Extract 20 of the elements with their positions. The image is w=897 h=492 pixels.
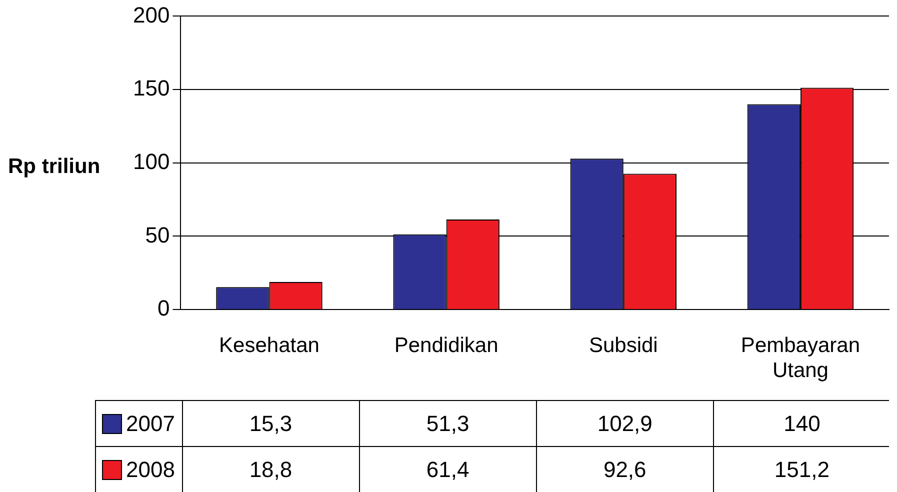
data-label: 151,2 bbox=[712, 447, 890, 492]
x-tick-label: Pembayaran Utang bbox=[740, 334, 860, 382]
data-label: 92,6 bbox=[536, 447, 713, 492]
data-label: 140 bbox=[712, 401, 890, 447]
x-tick-label: Pendidikan bbox=[394, 334, 498, 357]
y-tick-label: 50 bbox=[145, 222, 170, 248]
data-label: 61,4 bbox=[358, 447, 536, 492]
y-tick-label: 100 bbox=[132, 148, 170, 174]
x-tick-label: Kesehatan bbox=[219, 334, 320, 357]
legend-label: 2008 bbox=[126, 457, 175, 483]
y-tick-label: 0 bbox=[157, 296, 170, 321]
x-tick-label: Subsidi bbox=[588, 334, 658, 357]
legend-label: 2007 bbox=[126, 411, 175, 437]
data-label: 15,3 bbox=[182, 401, 359, 447]
y-tick-label: 150 bbox=[132, 76, 170, 101]
y-axis-title: Rp triliun bbox=[8, 155, 100, 179]
data-label: 102,9 bbox=[536, 401, 713, 447]
y-tick-label: 200 bbox=[132, 2, 170, 28]
data-label: 51,3 bbox=[358, 401, 536, 447]
data-label: 18,8 bbox=[182, 447, 359, 492]
